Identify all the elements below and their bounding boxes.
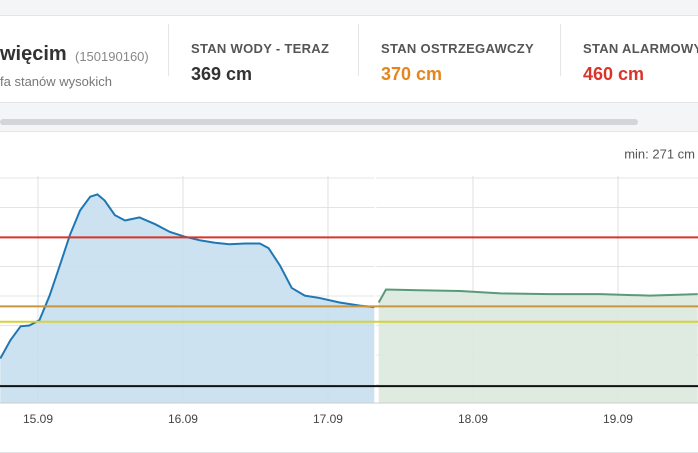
x-tick-label: 17.09 [313, 412, 343, 426]
stat-value: 460 cm [583, 64, 645, 84]
x-tick-label: 15.09 [23, 412, 53, 426]
stat-label: STAN WODY - TERAZ [191, 41, 330, 56]
min-annotation: min: 271 cm [624, 146, 695, 161]
chart: min: 271 cm 15.09 16.09 17.09 18.09 19.09 [0, 146, 698, 426]
stat-label: STAN OSTRZEGAWCZY [381, 41, 534, 56]
area [378, 289, 698, 403]
area [0, 194, 375, 403]
line [377, 288, 698, 304]
station-card [0, 15, 698, 103]
station-subtitle: fa stanów wysokich [0, 74, 112, 89]
x-tick-label: 16.09 [168, 412, 198, 426]
x-tick-label: 18.09 [458, 412, 488, 426]
station-code: (150190160) [75, 49, 149, 64]
stat-label: STAN ALARMOWY [583, 41, 698, 56]
page: więcim (150190160) fa stanów wysokich ST… [0, 15, 698, 453]
stat-value: 369 cm [191, 64, 253, 84]
line [0, 193, 375, 360]
x-tick-label: 19.09 [603, 412, 633, 426]
separator [358, 24, 359, 76]
scrollbar[interactable] [0, 119, 638, 125]
separator [168, 24, 169, 76]
stat-value: 370 cm [381, 64, 443, 84]
separator [560, 24, 561, 76]
station-name: więcim [0, 43, 67, 65]
